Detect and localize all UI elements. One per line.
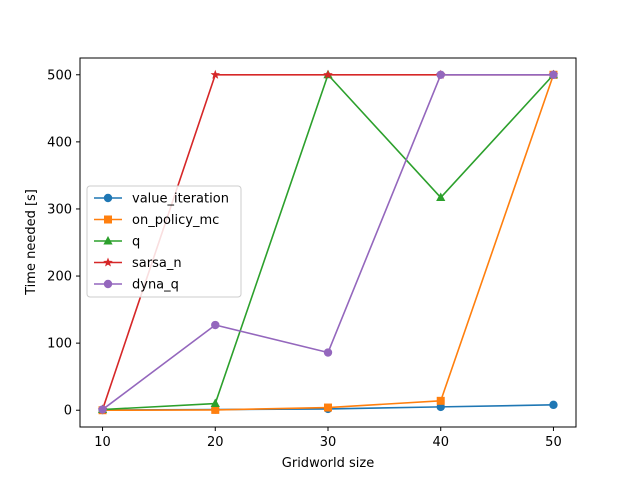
x-tick-label: 30: [320, 435, 337, 450]
data-point: [323, 348, 333, 357]
series-dyna-q: [98, 70, 558, 414]
data-point: [324, 403, 332, 412]
legend-label: dyna_q: [132, 278, 179, 293]
data-point: [436, 396, 445, 405]
legend-label: on_policy_mc: [132, 213, 219, 228]
x-tick-label: 40: [432, 435, 449, 450]
legend-item: sarsa_n: [94, 256, 182, 271]
series-layer: [97, 69, 559, 415]
y-tick-label: 200: [47, 270, 72, 285]
y-tick-label: 500: [47, 68, 72, 83]
data-point: [549, 70, 558, 79]
data-point: [549, 400, 558, 410]
legend-frame: [86, 185, 242, 298]
y-tick-label: 100: [47, 337, 72, 352]
y-tick-label: 300: [47, 202, 72, 217]
data-point: [323, 69, 333, 79]
data-point: [210, 69, 221, 79]
legend-item: q: [94, 235, 140, 250]
data-point: [436, 192, 446, 202]
data-point: [98, 405, 107, 414]
y-tick-label: 400: [47, 135, 72, 150]
legend-label: q: [132, 235, 140, 250]
legend-marker: [103, 193, 113, 203]
legend-marker: [104, 215, 112, 224]
plot-area-frame: [79, 57, 577, 428]
data-point: [211, 405, 220, 414]
legend-label: sarsa_n: [132, 256, 182, 271]
y-axis-ticks: 0 100 200 300 400 500: [47, 68, 80, 419]
legend-item: on_policy_mc: [94, 213, 219, 228]
x-tick-label: 20: [207, 435, 224, 450]
x-tick-label: 10: [94, 435, 111, 450]
data-point: [211, 320, 220, 330]
legend-item: dyna_q: [94, 278, 179, 293]
legend-item: value_iteration: [94, 192, 229, 207]
x-axis-label: Gridworld size: [282, 456, 374, 471]
legend-marker: [103, 279, 113, 289]
y-axis-label: Time needed [s]: [24, 189, 39, 296]
legend-marker: [103, 236, 113, 245]
legend: value_iteration on_policy_mcq sarsa_n dyna_…: [86, 185, 242, 298]
x-axis-ticks: 10 20 30 40 50: [94, 427, 562, 450]
x-tick-label: 50: [545, 435, 562, 450]
legend-label: value_iteration: [132, 192, 229, 207]
y-tick-label: 0: [64, 404, 72, 419]
data-point: [436, 70, 445, 79]
data-point: [210, 398, 220, 408]
legend-marker: [103, 257, 113, 267]
